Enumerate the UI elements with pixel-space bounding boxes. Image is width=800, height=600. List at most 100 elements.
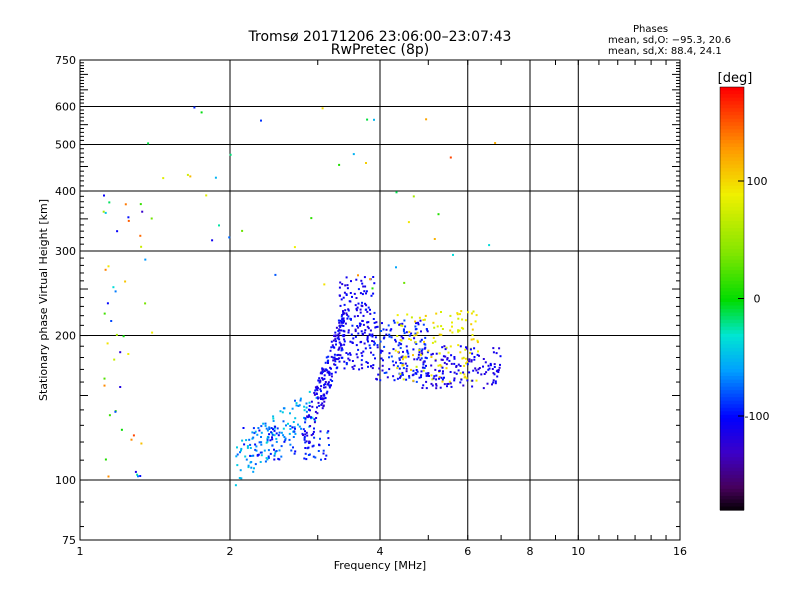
data-point [442, 370, 444, 373]
data-point [352, 337, 355, 340]
data-point [464, 357, 467, 360]
data-point [305, 406, 308, 409]
data-point [390, 336, 393, 339]
data-point [364, 285, 367, 288]
data-point [460, 326, 463, 329]
data-point [293, 430, 296, 433]
data-point [307, 446, 310, 449]
data-point [410, 338, 412, 341]
data-point [132, 434, 135, 437]
data-point [299, 399, 302, 402]
data-point [277, 434, 280, 437]
data-point [320, 385, 323, 388]
data-point [323, 374, 326, 377]
data-point [273, 427, 276, 430]
data-point [425, 380, 428, 383]
data-point [489, 362, 492, 365]
data-point [366, 337, 369, 340]
data-point [401, 373, 404, 376]
data-point [419, 358, 422, 361]
data-point [453, 357, 456, 360]
data-point [426, 330, 429, 333]
colorbar-segment [720, 196, 744, 201]
data-point [457, 369, 460, 372]
data-point [268, 433, 271, 436]
x-tick-label-1: 1 [77, 545, 84, 558]
data-point [422, 361, 425, 364]
data-point [471, 379, 474, 382]
data-point [324, 386, 327, 389]
data-point [349, 340, 352, 343]
data-point [276, 427, 279, 430]
data-point [319, 380, 322, 383]
x-tick-label-10: 10 [571, 545, 585, 558]
data-point [412, 195, 415, 198]
data-point [423, 367, 426, 369]
data-point [351, 342, 354, 344]
colorbar-segment [720, 502, 744, 508]
colorbar-segment [720, 291, 744, 296]
data-point [325, 454, 328, 457]
data-point [304, 441, 307, 444]
data-point [264, 424, 267, 427]
data-point [267, 457, 270, 459]
data-point [471, 352, 474, 355]
data-point [352, 367, 355, 370]
data-point [470, 360, 473, 363]
colorbar-tick-label-100: 100 [747, 175, 768, 188]
colorbar-tick-label-0: 0 [754, 293, 761, 306]
data-point [280, 455, 283, 458]
data-point [323, 283, 326, 286]
data-point [379, 351, 382, 354]
data-point [141, 210, 144, 213]
data-point [440, 311, 442, 313]
data-point [313, 418, 316, 421]
data-point [321, 407, 324, 410]
data-point [295, 404, 298, 407]
data-point [496, 375, 499, 378]
data-point [415, 333, 418, 336]
data-point [303, 409, 306, 412]
data-point [332, 339, 335, 342]
data-point [432, 321, 435, 324]
data-point [330, 355, 333, 358]
data-point [366, 335, 369, 338]
data-point [244, 455, 247, 458]
data-point [474, 320, 477, 323]
data-point [498, 347, 501, 350]
data-point [361, 293, 364, 296]
colorbar-segment [720, 485, 744, 490]
data-point [291, 426, 294, 429]
data-point [315, 392, 318, 395]
data-point [373, 343, 376, 346]
data-point [103, 312, 106, 315]
data-point [319, 437, 321, 440]
data-point [489, 364, 492, 367]
data-point [241, 439, 244, 442]
data-point [487, 364, 490, 367]
colorbar-segment [720, 464, 744, 469]
colorbar-segment [720, 164, 744, 169]
data-point [347, 308, 350, 311]
data-point [150, 217, 153, 220]
x-tick-label-8: 8 [527, 545, 534, 558]
colorbar-segment [720, 266, 744, 271]
data-point [336, 337, 339, 340]
colorbar-segment [720, 506, 744, 511]
data-point [313, 391, 316, 394]
data-point [338, 286, 341, 289]
colorbar-segment [720, 478, 744, 483]
data-point [430, 374, 433, 377]
data-point [291, 407, 294, 410]
data-point [325, 392, 328, 395]
data-point [322, 378, 324, 381]
data-point [441, 328, 444, 330]
data-point [370, 294, 373, 297]
data-point [252, 436, 255, 439]
data-point [311, 416, 314, 419]
data-point [373, 118, 375, 121]
data-point [473, 347, 476, 350]
data-point [334, 331, 337, 334]
data-point [393, 321, 396, 324]
data-point [308, 453, 311, 456]
